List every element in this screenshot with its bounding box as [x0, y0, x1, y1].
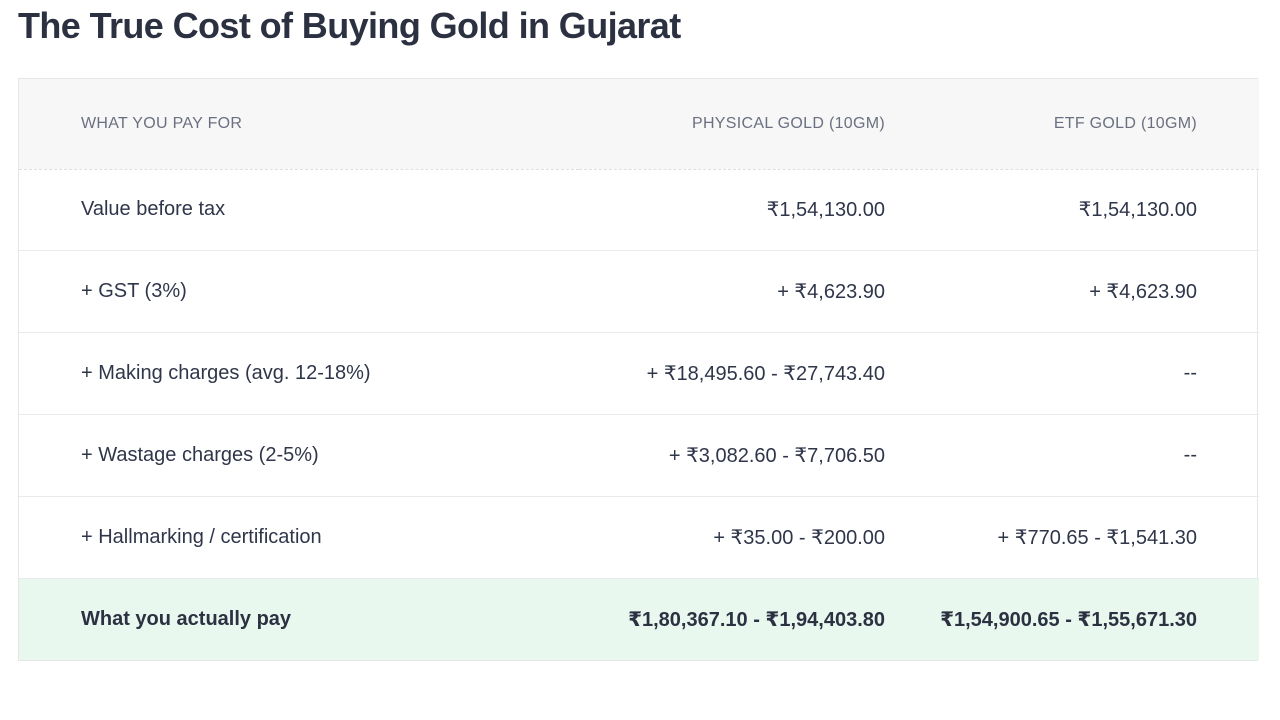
cost-comparison-table: WHAT YOU PAY FOR PHYSICAL GOLD (10GM) ET… [18, 78, 1259, 661]
total-row: What you actually pay ₹1,80,367.10 - ₹1,… [19, 578, 1259, 660]
row-label: + GST (3%) [81, 279, 187, 302]
table-row: + Hallmarking / certification + ₹35.00 -… [19, 496, 1259, 578]
etf-gold-value: + ₹4,623.90 [1089, 280, 1197, 303]
physical-gold-total: ₹1,80,367.10 - ₹1,94,403.80 [628, 608, 885, 631]
table-row: + Wastage charges (2-5%) + ₹3,082.60 - ₹… [19, 414, 1259, 496]
etf-gold-value: -- [1183, 361, 1197, 384]
table-row: + GST (3%) + ₹4,623.90 + ₹4,623.90 [19, 250, 1259, 332]
column-header-physical-gold: PHYSICAL GOLD (10GM) [579, 79, 885, 170]
table-header-row: WHAT YOU PAY FOR PHYSICAL GOLD (10GM) ET… [19, 79, 1259, 170]
column-header-etf-gold: ETF GOLD (10GM) [885, 79, 1259, 170]
row-label: + Hallmarking / certification [81, 525, 322, 548]
row-label: + Making charges (avg. 12-18%) [81, 361, 371, 384]
etf-gold-value: + ₹770.65 - ₹1,541.30 [997, 526, 1197, 549]
etf-gold-value: ₹1,54,130.00 [1078, 199, 1197, 221]
page-title: The True Cost of Buying Gold in Gujarat [18, 5, 681, 46]
table-row: + Making charges (avg. 12-18%) + ₹18,495… [19, 332, 1259, 414]
row-label: Value before tax [81, 198, 226, 220]
physical-gold-value: + ₹4,623.90 [777, 280, 885, 303]
total-label: What you actually pay [81, 607, 292, 630]
physical-gold-value: ₹1,54,130.00 [766, 199, 885, 221]
physical-gold-value: + ₹3,082.60 - ₹7,706.50 [668, 444, 885, 467]
etf-gold-value: -- [1183, 443, 1197, 466]
etf-gold-total: ₹1,54,900.65 - ₹1,55,671.30 [940, 608, 1197, 631]
row-label: + Wastage charges (2-5%) [81, 443, 319, 466]
table-row: Value before tax ₹1,54,130.00 ₹1,54,130.… [19, 169, 1259, 250]
physical-gold-value: + ₹18,495.60 - ₹27,743.40 [646, 362, 885, 385]
column-header-what-you-pay-for: WHAT YOU PAY FOR [19, 79, 579, 170]
physical-gold-value: + ₹35.00 - ₹200.00 [713, 526, 885, 549]
